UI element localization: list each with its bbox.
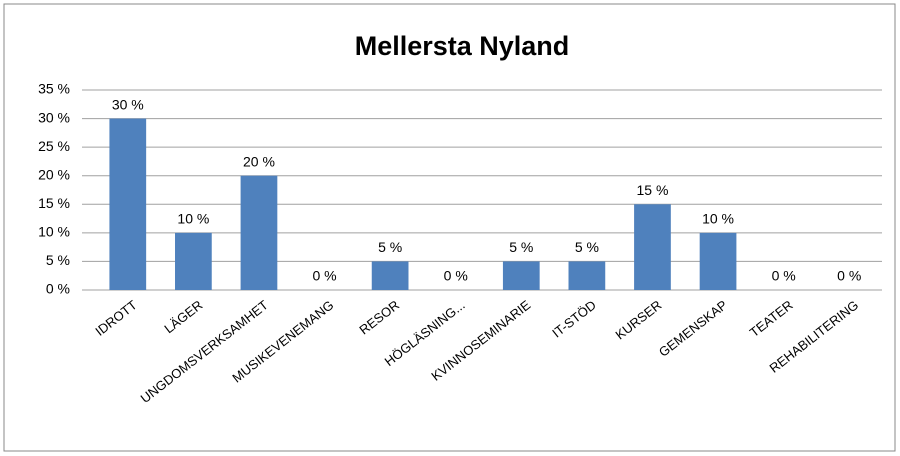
bar xyxy=(634,204,671,290)
bar xyxy=(699,232,737,290)
bar xyxy=(371,261,409,290)
y-tick-label: 15 % xyxy=(38,195,70,211)
value-label: 0 % xyxy=(312,268,336,284)
y-tick-label: 10 % xyxy=(38,224,70,240)
value-label: 5 % xyxy=(575,239,599,255)
y-tick-label: 30 % xyxy=(38,109,70,125)
value-label: 0 % xyxy=(837,268,861,284)
value-label: 0 % xyxy=(444,268,468,284)
value-label: 0 % xyxy=(772,268,796,284)
chart-frame xyxy=(3,3,896,452)
value-label: 5 % xyxy=(509,239,533,255)
y-tick-label: 25 % xyxy=(38,138,70,154)
bar xyxy=(240,175,278,290)
y-tick-label: 35 % xyxy=(38,81,70,97)
bar xyxy=(109,118,147,290)
y-tick-label: 0 % xyxy=(46,281,70,297)
value-label: 5 % xyxy=(378,239,402,255)
value-label: 20 % xyxy=(243,153,275,169)
value-label: 10 % xyxy=(702,211,734,227)
y-tick-label: 20 % xyxy=(38,166,70,182)
value-label: 15 % xyxy=(636,182,668,198)
bar xyxy=(568,261,606,290)
chart-title: Mellersta Nyland xyxy=(355,31,570,61)
bar xyxy=(175,232,212,290)
y-tick-label: 5 % xyxy=(46,252,70,268)
bar xyxy=(502,261,540,290)
value-label: 30 % xyxy=(112,96,144,112)
value-label: 10 % xyxy=(177,211,209,227)
